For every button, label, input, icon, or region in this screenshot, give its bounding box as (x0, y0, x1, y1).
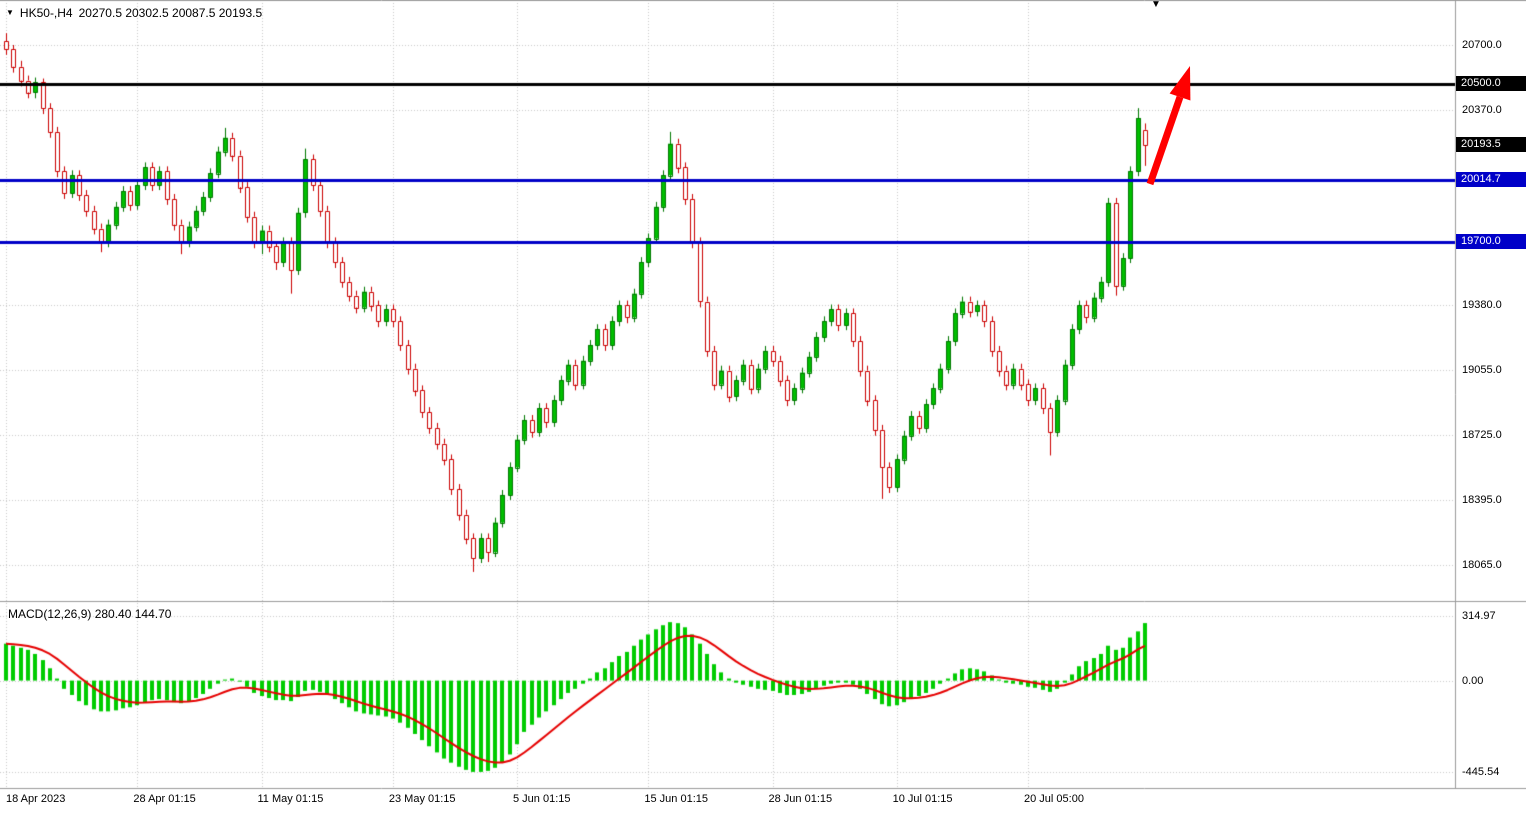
price-axis-label: 18395.0 (1462, 493, 1502, 506)
price-axis-label: 20700.0 (1462, 39, 1502, 51)
time-axis-label: 28 Jun 01:15 (768, 793, 833, 805)
time-axis-label: 11 May 01:15 (257, 793, 324, 805)
ohlc-values-label: 20270.5 20302.5 20087.5 20193.5 (78, 6, 263, 20)
chart-header: ▼ HK50-,H4 20270.5 20302.5 20087.5 20193… (6, 6, 262, 20)
macd-axis-label: 0.00 (1462, 674, 1484, 687)
object-anchor-icon: ▼ (1151, 0, 1161, 10)
time-axis-label: 28 Apr 01:15 (133, 793, 196, 805)
time-axis-label: 23 May 01:15 (388, 793, 456, 805)
macd-axis-label: 314.97 (1462, 610, 1496, 622)
symbol-period-label: HK50-,H4 (19, 6, 73, 20)
time-axis-label: 20 Jul 05:00 (1024, 793, 1084, 805)
price-badge-black: 20193.5 (1456, 136, 1526, 152)
price-axis-label: 20370.0 (1462, 104, 1502, 117)
time-axis-label: 15 Jun 01:15 (644, 793, 709, 805)
price-badge-blue: 20014.7 (1456, 172, 1526, 188)
price-axis-label: 18065.0 (1462, 559, 1502, 571)
time-axis-label: 10 Jul 01:15 (892, 793, 953, 805)
price-axis-label: 18725.0 (1462, 428, 1502, 441)
price-badge-black: 20500.0 (1456, 76, 1526, 92)
price-axis-label: 19380.0 (1462, 299, 1502, 312)
symbol-dropdown-icon[interactable]: ▼ (6, 8, 14, 17)
macd-indicator-label: MACD(12,26,9) 280.40 144.70 (8, 607, 172, 621)
macd-axis-label: -445.54 (1462, 766, 1500, 778)
price-badge-blue: 19700.0 (1456, 234, 1526, 250)
time-axis-label: 5 Jun 01:15 (513, 793, 571, 805)
price-axis-label: 19055.0 (1462, 363, 1502, 376)
time-axis-label: 18 Apr 2023 (6, 793, 66, 805)
